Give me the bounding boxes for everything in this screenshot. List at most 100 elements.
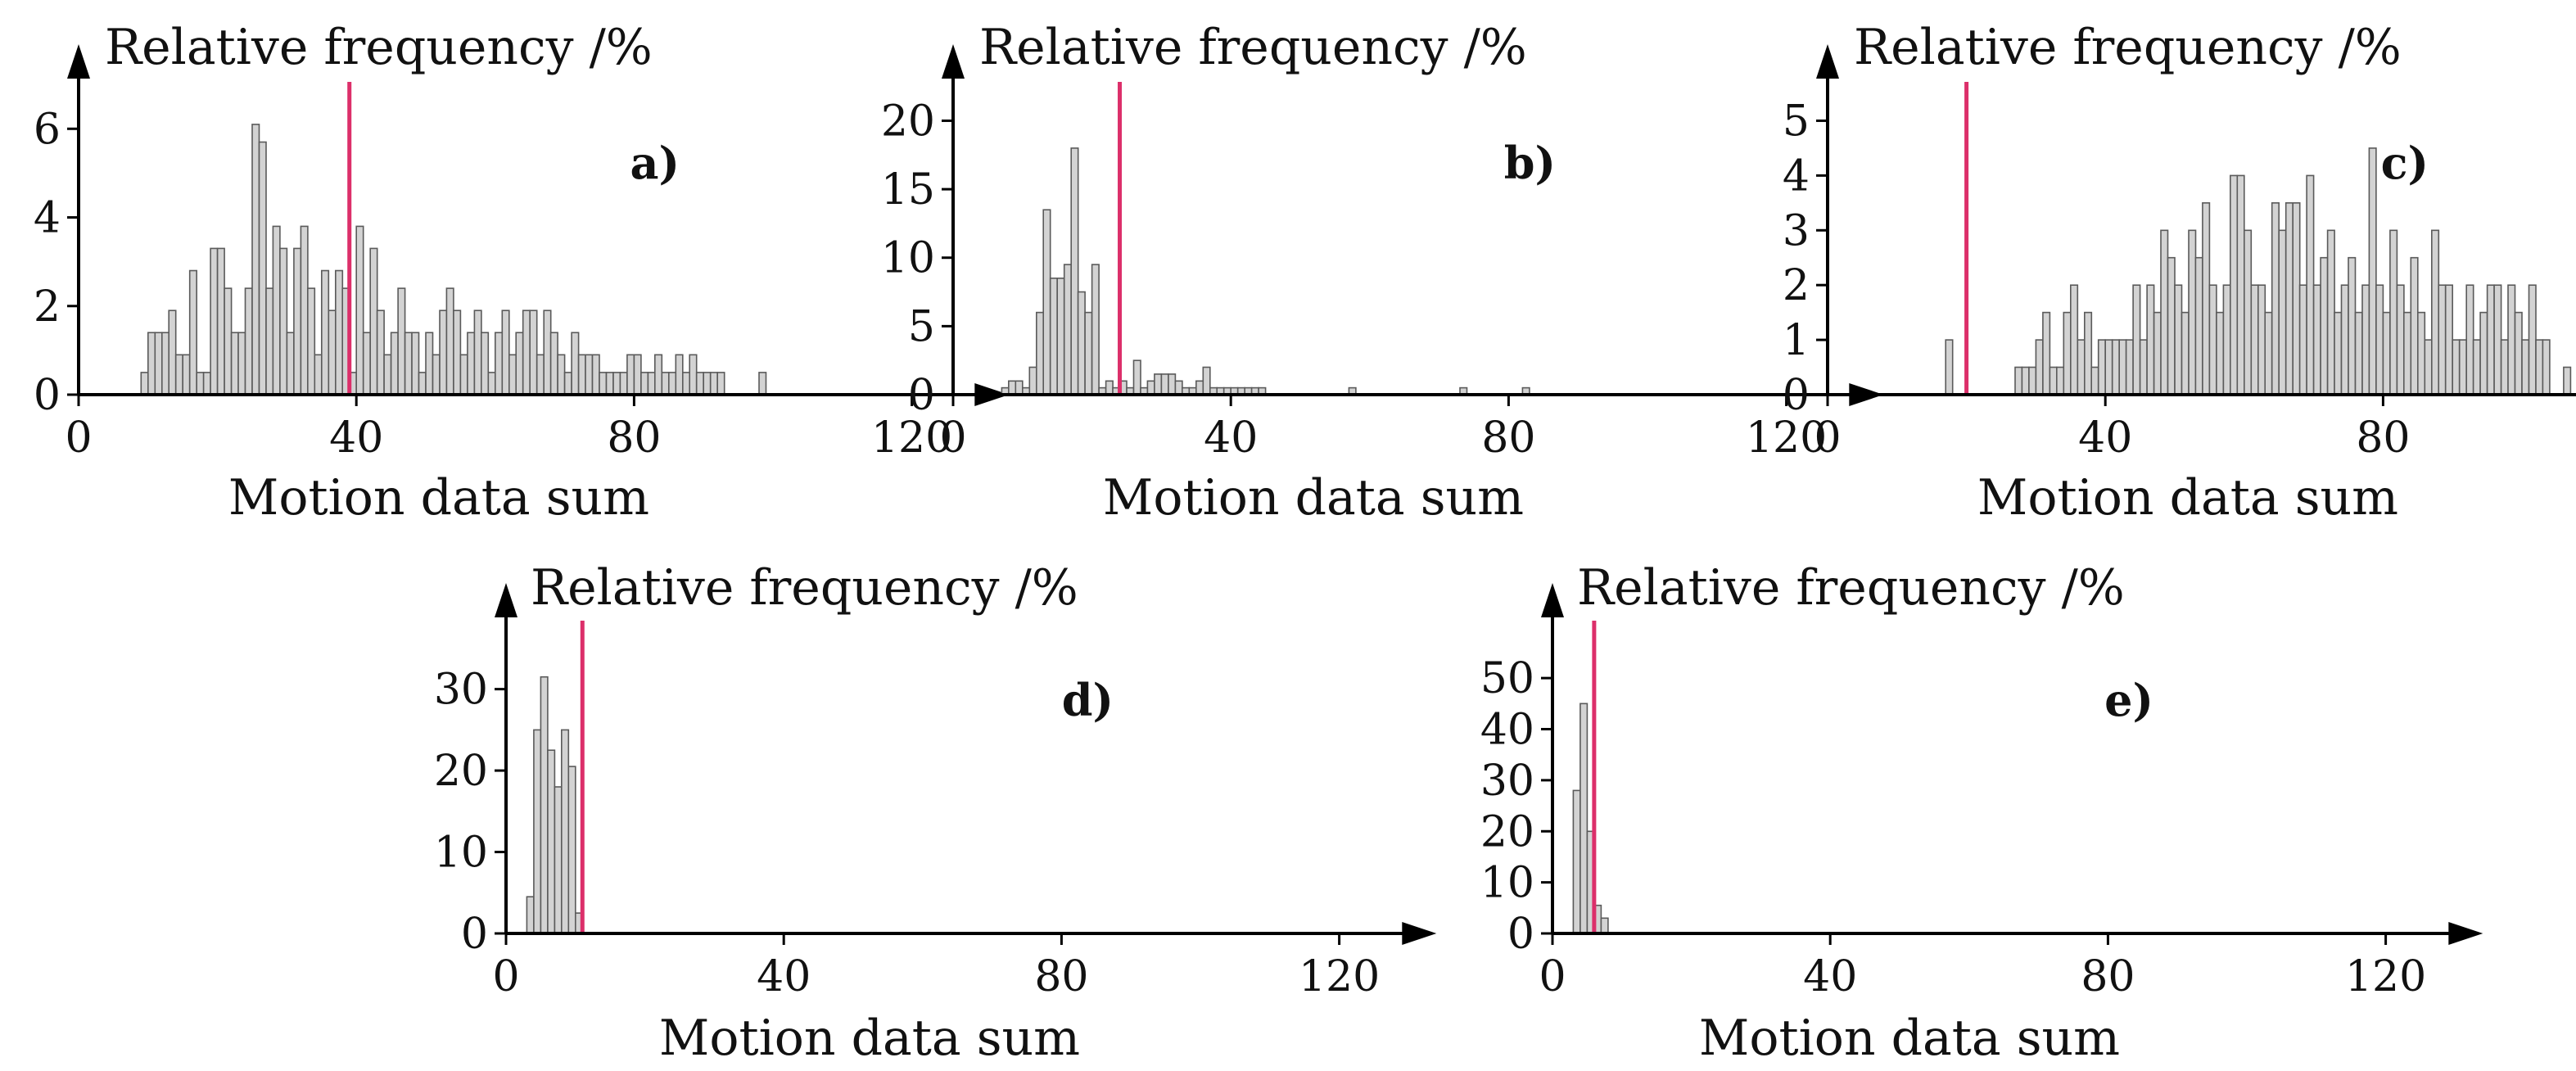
histogram-bar <box>224 287 233 395</box>
x-axis-title: Motion data sum <box>1977 469 2398 526</box>
y-tick-label: 5 <box>908 302 935 351</box>
histogram-bar <box>533 729 542 934</box>
histogram-bar <box>320 269 330 395</box>
histogram-bar <box>2056 366 2065 395</box>
histogram-bar <box>279 247 288 395</box>
histogram-bar <box>529 310 538 395</box>
histogram-bar <box>2236 174 2245 395</box>
y-tick-label: 20 <box>881 97 935 146</box>
x-tick-label: 80 <box>607 413 661 463</box>
histogram-bar <box>2202 202 2211 395</box>
histogram-bar <box>168 310 177 395</box>
histogram-bar <box>314 354 323 395</box>
histogram-bar <box>605 372 614 395</box>
y-tick-label: 2 <box>34 282 61 332</box>
histogram-bar <box>667 372 677 395</box>
histogram-bar <box>1049 277 1058 395</box>
histogram-bar <box>1600 917 1609 934</box>
y-axis-title: Relative frequency /% <box>105 19 653 76</box>
x-tick-label: 0 <box>1814 413 1841 463</box>
y-tick-label: 10 <box>434 829 488 878</box>
y-tick-label: 30 <box>1480 757 1534 806</box>
histogram-bar <box>501 310 510 395</box>
x-tick-label: 120 <box>1746 413 1827 463</box>
histogram-bar <box>174 354 183 395</box>
histogram-bar <box>716 372 725 395</box>
histogram-bar <box>2375 284 2384 395</box>
histogram-bar <box>2528 284 2537 395</box>
y-axis-title: Relative frequency /% <box>1854 19 2402 76</box>
histogram-bar <box>2035 339 2044 395</box>
histogram-bar <box>2090 366 2099 395</box>
chart-panel-a: Relative frequency /% a) Motion data sum… <box>34 19 1010 526</box>
histogram-bar <box>2417 311 2426 395</box>
histogram-bar <box>515 332 524 395</box>
x-tick-label: 0 <box>1539 952 1566 1001</box>
histogram-bar <box>522 310 531 395</box>
x-tick-label: 40 <box>2078 413 2132 463</box>
histogram-bar <box>695 372 705 395</box>
histogram-bar <box>2354 311 2363 395</box>
histogram-bar <box>2320 256 2329 395</box>
histogram-bar <box>1084 311 1093 395</box>
histogram-bar <box>2465 284 2474 395</box>
y-tick-label: 0 <box>34 371 61 420</box>
histogram-bar <box>2111 339 2120 395</box>
histogram-bar <box>2042 311 2051 395</box>
histogram-bar <box>2424 339 2433 395</box>
histogram-bar <box>2132 284 2141 395</box>
y-tick-label: 15 <box>881 165 935 215</box>
histogram-bar <box>1168 373 1177 395</box>
histogram-bar <box>1042 209 1051 395</box>
y-tick-label: 20 <box>1480 807 1534 856</box>
histogram-bar <box>188 269 197 395</box>
histogram-bar <box>1572 789 1581 934</box>
y-axis-arrow <box>1541 583 1564 617</box>
histogram-bar <box>355 225 364 395</box>
histogram-bar <box>1202 366 1211 395</box>
y-axis-arrow <box>67 44 90 79</box>
histogram-bar <box>2389 229 2398 395</box>
histogram-bar <box>2542 339 2551 395</box>
histogram-bar <box>473 310 482 395</box>
x-axis-title: Motion data sum <box>659 1010 1080 1067</box>
histogram-bar <box>216 247 225 395</box>
histogram-bar <box>2049 366 2058 395</box>
histogram-bar <box>2021 366 2030 395</box>
histogram-bar <box>536 354 545 395</box>
histogram-bar <box>2535 339 2544 395</box>
histogram-bar <box>2230 174 2239 395</box>
histogram-bar <box>2368 147 2377 395</box>
histogram-bar <box>2257 284 2266 395</box>
x-tick-label: 40 <box>1803 952 1857 1001</box>
x-tick-label: 120 <box>2345 952 2426 1001</box>
histogram-bar <box>1028 366 1037 395</box>
histogram-bar <box>334 269 344 395</box>
histogram-bar <box>2216 311 2225 395</box>
y-tick-label: 5 <box>1783 97 1810 146</box>
histogram-bar <box>293 247 302 395</box>
histogram-bar <box>2167 256 2176 395</box>
histogram-bar <box>2486 284 2495 395</box>
histogram-bar <box>397 287 406 395</box>
x-tick-label: 0 <box>939 413 966 463</box>
histogram-bar <box>2104 339 2113 395</box>
histogram-bar <box>2264 311 2273 395</box>
histogram-bar <box>494 332 504 395</box>
histogram-bar <box>2194 256 2203 395</box>
x-tick-label: 40 <box>329 413 383 463</box>
histogram-bar <box>459 354 468 395</box>
histogram-bar <box>633 354 642 395</box>
histogram-bar <box>2438 284 2447 395</box>
histogram-bar <box>286 332 295 395</box>
x-tick-label: 120 <box>1299 952 1380 1001</box>
histogram-bar <box>1015 380 1024 395</box>
histogram-bar <box>2063 311 2072 395</box>
x-tick-label: 80 <box>1034 952 1088 1001</box>
panel-label: b) <box>1504 137 1556 189</box>
histogram-bar <box>1160 373 1169 395</box>
y-tick-label: 50 <box>1480 654 1534 703</box>
histogram-bar <box>647 372 656 395</box>
chart-panel-c: Relative frequency /% c) Motion data sum… <box>1783 19 2576 526</box>
